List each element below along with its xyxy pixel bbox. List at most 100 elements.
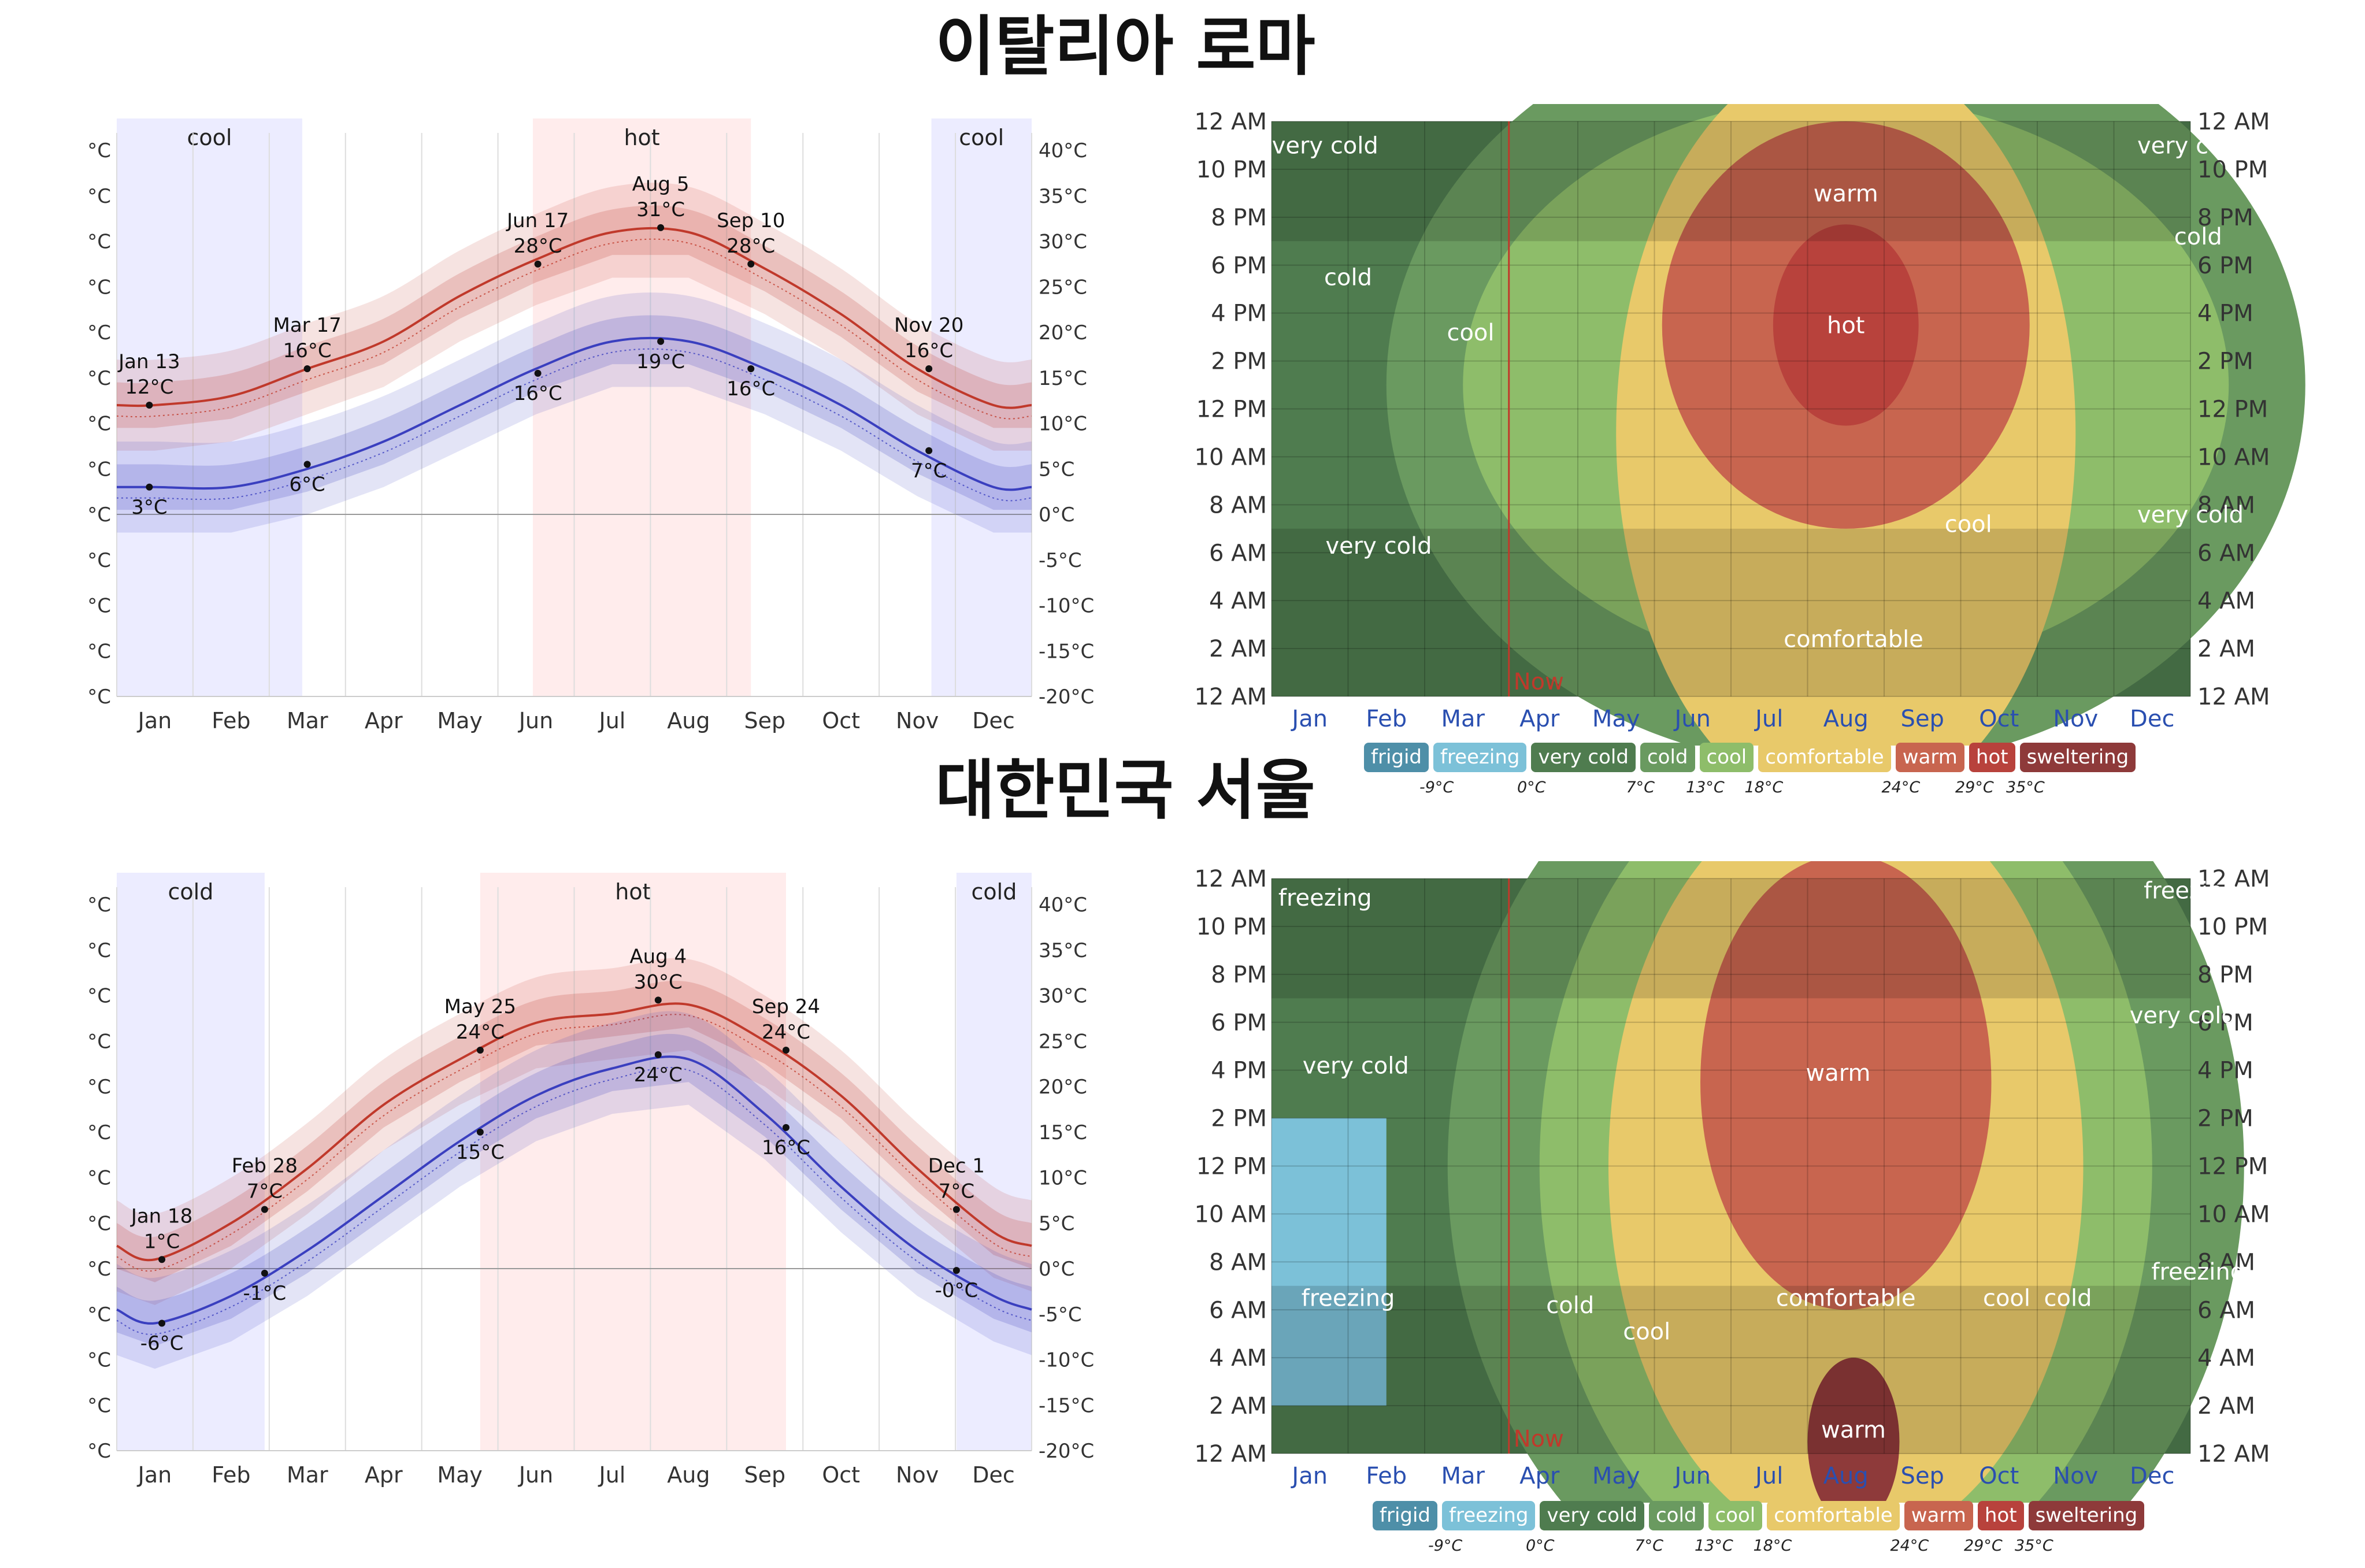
- hour-tick-left: 2 PM: [1211, 349, 1267, 375]
- annotation-date: May 25: [444, 995, 516, 1018]
- annotation-point: [925, 365, 933, 372]
- season-band-cold: [956, 873, 1032, 1451]
- heatmap-month-label: Sep: [1901, 706, 1944, 732]
- x-month-label: Feb: [212, 1462, 250, 1488]
- seoul-hourly-heatmap: Now 12 AM 12 AM 10 PM 10 PM 8 PM 8 PM 6 PM 6 PM 4…: [1195, 861, 2270, 1503]
- y-tick-label-left: 0°C: [87, 503, 111, 527]
- y-tick-label-left: 5°C: [87, 458, 111, 481]
- legend-chip: comfortable: [1767, 1501, 1900, 1531]
- heatmap-month-label: Nov: [2053, 706, 2098, 732]
- y-tick-label-right: 0°C: [1039, 1258, 1074, 1281]
- y-tick-label-right: 15°C: [1039, 1121, 1087, 1144]
- legend-chip: comfortable: [1758, 743, 1891, 773]
- annotation-point: [782, 1047, 789, 1054]
- hour-tick-left: 6 AM: [1209, 540, 1267, 566]
- y-tick-label-right: 25°C: [1039, 1030, 1087, 1053]
- zone-label: comfortable: [1784, 627, 1923, 653]
- annotation-value: 16°C: [726, 377, 775, 401]
- series-band-outer: [117, 958, 1032, 1305]
- hour-tick-right: 2 PM: [2197, 349, 2253, 375]
- annotation-value: 19°C: [636, 350, 685, 373]
- y-tick-label-left: 15°C: [87, 367, 111, 390]
- annotation-point: [654, 996, 662, 1004]
- seoul-title: 대한민국 서울: [935, 753, 1315, 828]
- annotation-value: 28°C: [514, 235, 562, 258]
- x-month-label: Nov: [896, 1462, 939, 1488]
- season-band-hot: [532, 118, 751, 696]
- annotation-point: [654, 1051, 662, 1058]
- y-tick-label-right: 5°C: [1039, 458, 1074, 481]
- legend-chip: warm: [1904, 1501, 1973, 1531]
- x-month-label: Nov: [896, 708, 939, 733]
- legend-threshold: 13°C: [1686, 779, 1725, 796]
- y-tick-label-right: 40°C: [1039, 894, 1087, 917]
- annotation-date: Sep 24: [752, 995, 820, 1018]
- y-tick-label-left: 35°C: [87, 185, 111, 208]
- legend-chip: frigid: [1373, 1501, 1438, 1531]
- legend-chip: freezing: [1433, 743, 1527, 773]
- legend-threshold: 35°C: [2015, 1537, 2053, 1555]
- x-month-label: Sep: [744, 708, 785, 733]
- series-dotted-line: [117, 348, 1032, 502]
- rome-hourly-heatmap: Now 12 AM 12 AM 10 PM 10 PM 8 PM 8 PM 6 PM 6 PM 4…: [1195, 104, 2305, 746]
- hour-tick-right: 6 PM: [2197, 1010, 2253, 1036]
- series-dotted-line: [116, 238, 1032, 420]
- y-tick-label-right: 25°C: [1039, 276, 1087, 299]
- hour-tick-right: 8 AM: [2197, 1249, 2255, 1276]
- hour-tick-right: 10 PM: [2197, 157, 2268, 183]
- heatmap-month-label: Nov: [2053, 1463, 2098, 1489]
- legend-threshold: 29°C: [1964, 1537, 2003, 1555]
- season-band-hot: [480, 873, 786, 1451]
- heatmap-month-label: Feb: [1366, 1463, 1407, 1489]
- y-tick-label-right: 10°C: [1039, 1167, 1087, 1190]
- annotation-point: [476, 1047, 484, 1054]
- season-band-label: cold: [168, 879, 214, 905]
- zone-label: warm: [1806, 1060, 1871, 1087]
- zone-label: hot: [1827, 312, 1865, 339]
- annotation-value: 16°C: [905, 339, 953, 362]
- hour-tick-left: 12 PM: [1196, 1154, 1267, 1180]
- annotation-value: 16°C: [283, 339, 332, 362]
- x-month-label: Oct: [822, 1462, 860, 1488]
- annotation-point: [476, 1128, 484, 1136]
- night-shade-evening: [1272, 878, 2190, 999]
- annotation-point: [261, 1269, 268, 1277]
- heatmap-month-label: Dec: [2130, 706, 2174, 732]
- y-tick-label-right: -10°C: [1039, 595, 1094, 618]
- zone-label: comfortable: [1776, 1285, 1916, 1312]
- y-tick-label-right: 0°C: [1039, 503, 1074, 527]
- annotation-point: [747, 365, 755, 372]
- x-month-label: Jun: [518, 1462, 553, 1488]
- hour-tick-right: 10 PM: [2197, 914, 2268, 940]
- hour-tick-right: 6 PM: [2197, 253, 2253, 279]
- legend-threshold: 13°C: [1695, 1537, 1733, 1555]
- annotation-date: Jan 13: [117, 350, 180, 373]
- legend-threshold: 24°C: [1881, 779, 1921, 796]
- annotation-point: [303, 461, 311, 468]
- annotation-date: Aug 5: [632, 173, 690, 196]
- series-line-average-low: [117, 336, 1032, 491]
- annotation-point: [146, 402, 153, 409]
- zone-label: warm: [1814, 180, 1878, 207]
- seoul-temperature-chart: cold hot cold 40°C 40°C 35°C 35°C 30°C 30°C 25°C 2…: [87, 873, 1094, 1488]
- annotation-point: [534, 260, 542, 268]
- zone-label: freezing: [2144, 878, 2237, 905]
- hour-tick-right: 12 AM: [2197, 109, 2270, 135]
- heatmap-month-label: Sep: [1901, 1463, 1944, 1489]
- heatmap-month-label: Jul: [1754, 1463, 1783, 1489]
- y-tick-label-left: 10°C: [87, 413, 111, 436]
- x-month-label: Apr: [365, 1462, 403, 1488]
- series-band-inner: [117, 315, 1032, 510]
- hour-tick-right: 6 AM: [2197, 1297, 2255, 1324]
- zone-warm: [1700, 861, 1992, 1310]
- y-tick-label-right: -20°C: [1039, 1440, 1094, 1463]
- hour-tick-left: 12 AM: [1195, 866, 1267, 892]
- heatmap-month-label: Oct: [1979, 1463, 2019, 1489]
- series-band-outer: [117, 292, 1032, 533]
- legend-chip: frigid: [1364, 743, 1429, 773]
- y-tick-label-right: 30°C: [1039, 231, 1087, 254]
- annotation-point: [952, 1206, 960, 1213]
- legend-threshold: 0°C: [1526, 1537, 1555, 1555]
- annotation-point: [657, 224, 665, 231]
- x-month-label: Apr: [365, 708, 403, 733]
